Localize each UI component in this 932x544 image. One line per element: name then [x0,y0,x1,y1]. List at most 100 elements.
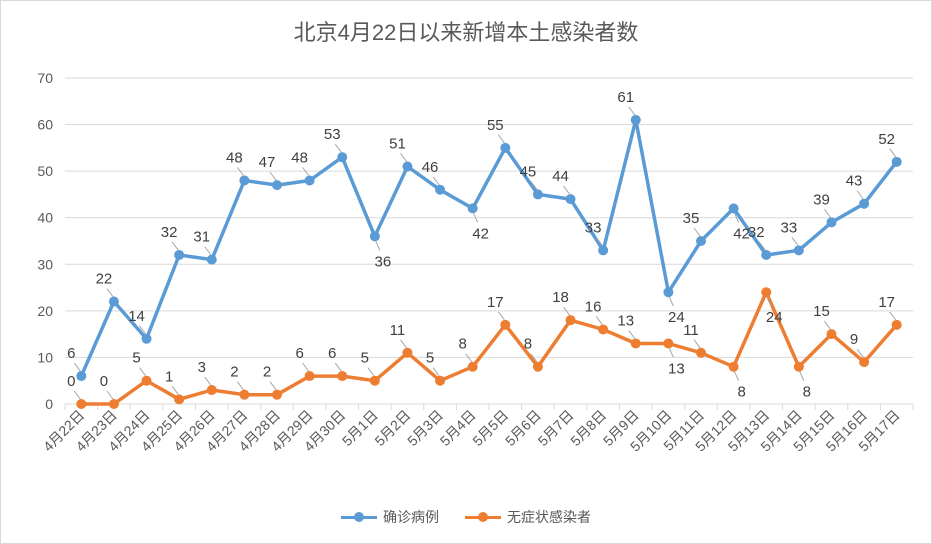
leader-line [563,306,570,316]
data-label: 45 [520,163,537,180]
data-point [239,389,250,400]
y-tick-label: 40 [37,210,53,226]
legend-label: 确诊病例 [383,509,439,525]
data-label: 33 [585,219,602,236]
data-point [696,236,706,246]
x-tick-label: 5月6日 [502,407,544,449]
data-label: 43 [846,173,863,190]
data-point [630,114,641,125]
leader-line [856,348,864,358]
legend-item: 确诊病例 [341,507,439,527]
data-point [793,245,804,256]
data-point [435,184,446,195]
data-label: 8 [524,336,532,353]
data-point [859,357,870,368]
data-point [467,361,478,372]
data-label: 6 [67,345,75,362]
data-point [239,175,250,186]
leader-line [595,316,603,325]
leader-line [139,367,146,377]
leader-line [236,381,244,390]
data-point [500,319,511,330]
data-point [174,394,185,405]
x-tick-label: 5月5日 [469,407,511,449]
data-point [891,156,902,167]
leader-line [530,181,538,190]
data-point [369,231,380,242]
data-label: 0 [67,373,75,390]
leader-line [668,348,674,358]
data-label: 2 [230,364,238,381]
legend-item: 无症状感染者 [465,507,591,527]
data-label: 17 [878,294,895,311]
leader-line [302,362,310,372]
leader-line [595,237,603,246]
legend-label: 无症状感染者 [507,509,591,525]
data-point [663,338,674,349]
leader-line [473,213,479,223]
leader-line [563,185,570,195]
data-point [337,371,348,382]
data-label: 1 [165,368,173,385]
data-label: 13 [617,312,634,329]
leader-line [824,320,831,330]
leader-line [375,241,381,251]
data-point [696,347,706,358]
leader-line [734,213,740,223]
data-label: 55 [487,117,504,134]
data-label: 8 [459,336,467,353]
data-point [272,180,282,191]
x-tick-label: 5月8日 [567,407,609,449]
series-line-1 [79,118,899,378]
data-label: 32 [748,224,765,241]
data-point [108,296,119,307]
data-label: 9 [850,331,858,348]
leader-line [400,339,407,349]
data-point [76,371,87,382]
leader-line [758,241,766,251]
y-tick-label: 20 [37,303,53,319]
leader-line [530,353,538,363]
data-point [141,375,152,386]
x-tick-label: 5月1日 [339,407,381,449]
series-line-2 [79,290,899,406]
data-label: 42 [733,225,750,242]
data-label: 0 [100,373,108,390]
data-point [728,203,739,214]
data-point [206,385,217,396]
data-label: 51 [389,135,406,152]
data-label: 11 [683,322,699,339]
data-point [272,389,282,400]
legend-swatch [465,511,501,523]
leader-line [73,362,81,372]
data-point [402,347,413,358]
leader-line [628,106,636,116]
leader-line [269,381,277,390]
x-tick-label: 5月7日 [535,407,577,449]
data-point [141,333,152,344]
leader-line [628,330,636,339]
data-point [337,152,348,163]
x-tick-label: 5月3日 [404,407,446,449]
leader-line [465,353,473,363]
data-point [304,175,315,186]
chart-title: 北京4月22日以来新增本土感染者数 [293,20,639,45]
data-label: 6 [295,345,303,362]
data-label: 2 [263,364,271,381]
data-label: 48 [226,149,243,166]
y-tick-label: 0 [45,396,53,412]
data-point [761,287,772,298]
y-tick-label: 30 [37,256,53,272]
leader-line [334,143,342,153]
data-label: 8 [803,384,811,401]
data-point [108,399,119,409]
data-point [206,254,217,265]
data-point [467,203,478,214]
data-point [598,245,609,256]
data-label: 17 [487,294,504,311]
data-label: 8 [737,384,745,401]
data-point [76,399,87,409]
data-label: 24 [766,309,783,326]
data-label: 47 [259,154,276,171]
